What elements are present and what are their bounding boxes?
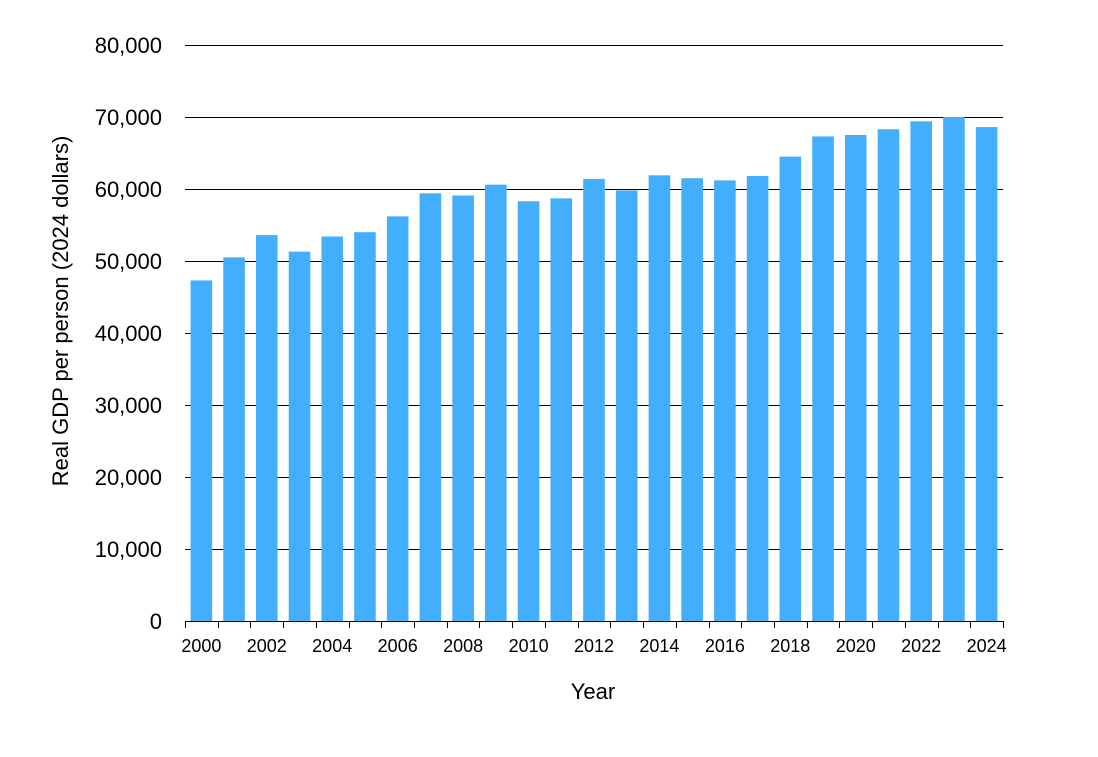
- bar-2014: [648, 175, 671, 621]
- y-tick-label: 30,000: [95, 393, 162, 418]
- y-tick-label: 10,000: [95, 537, 162, 562]
- x-axis-title: Year: [571, 679, 615, 704]
- x-tick-label: 2008: [443, 636, 483, 656]
- axes: [185, 621, 1004, 628]
- bar-2017: [746, 176, 769, 622]
- x-tick-labels: 2000 2002 2004 2006 2008 2010 2012 2014 2016 2018…: [181, 636, 1006, 656]
- y-tick-label: 80,000: [95, 33, 162, 58]
- x-tick-label: 2006: [378, 636, 418, 656]
- bar-2011: [550, 198, 573, 622]
- bar-2013: [615, 190, 638, 621]
- x-tick-label: 2000: [181, 636, 221, 656]
- bar-2006: [386, 216, 409, 622]
- bar-2020: [844, 135, 867, 621]
- bar-2001: [223, 257, 245, 621]
- x-tick-label: 2022: [901, 636, 941, 656]
- x-tick-label: 2004: [312, 636, 352, 656]
- bar-2016: [714, 180, 736, 622]
- y-axis-title: Real GDP per person (2024 dollars): [48, 136, 73, 487]
- bar-2023: [943, 117, 965, 621]
- bar-2000: [190, 280, 213, 621]
- bar-2009: [485, 184, 507, 621]
- x-tick-label: 2018: [770, 636, 810, 656]
- bar-2012: [583, 178, 605, 622]
- x-tick-label: 2002: [247, 636, 287, 656]
- bar-2010: [517, 201, 540, 622]
- bar-2005: [354, 232, 376, 621]
- bar-2024: [975, 127, 998, 621]
- bar-2018: [779, 156, 802, 621]
- y-tick-labels: 0 10,000 20,000 30,000 40,000 50,000 60,000 70,…: [95, 33, 162, 634]
- y-tick-label: 40,000: [95, 321, 162, 346]
- bar-2021: [877, 129, 900, 622]
- y-tick-label: 70,000: [95, 105, 162, 130]
- y-tick-label: 0: [150, 609, 162, 634]
- x-tick-label: 2024: [967, 636, 1007, 656]
- x-tick-label: 2010: [509, 636, 549, 656]
- x-tick-label: 2014: [639, 636, 679, 656]
- x-tick-label: 2016: [705, 636, 745, 656]
- bar-2015: [681, 178, 703, 621]
- x-tick-label: 2020: [836, 636, 876, 656]
- y-tick-label: 60,000: [95, 177, 162, 202]
- bar-2007: [419, 193, 442, 621]
- x-tick-label: 2012: [574, 636, 614, 656]
- bar-2004: [321, 236, 344, 621]
- bar-2008: [452, 195, 474, 622]
- bar-2022: [910, 121, 932, 621]
- y-tick-label: 50,000: [95, 249, 162, 274]
- y-tick-label: 20,000: [95, 465, 162, 490]
- bar-2002: [256, 235, 278, 621]
- bar-2003: [288, 251, 311, 621]
- bars: [190, 117, 998, 622]
- bar-2019: [812, 136, 834, 621]
